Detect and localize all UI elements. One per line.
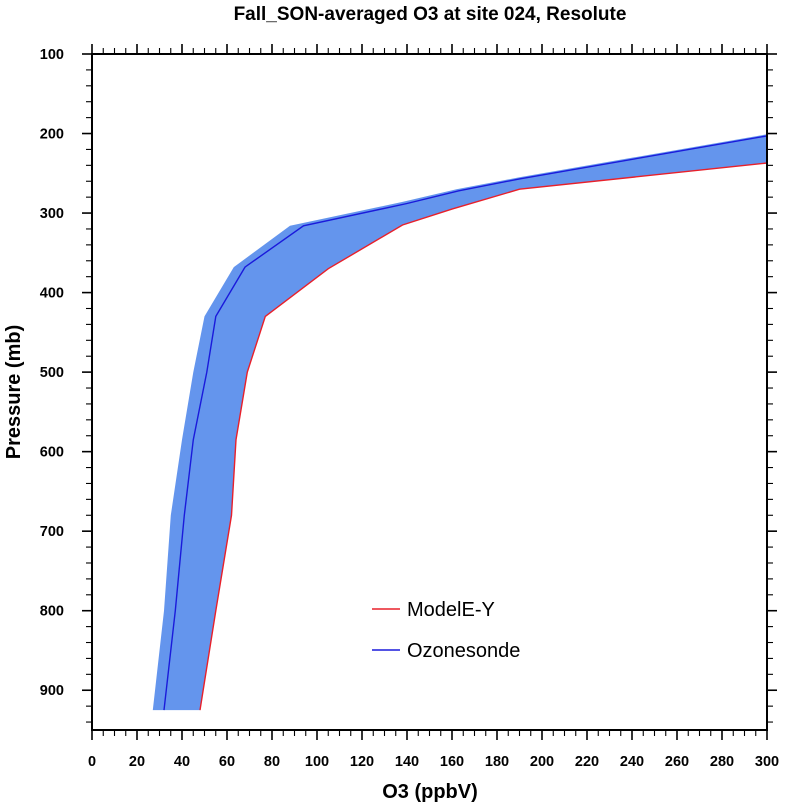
y-tick-label: 200 (40, 127, 64, 143)
x-tick-label: 200 (530, 754, 554, 770)
uncertainty-band (152, 134, 768, 711)
x-axis-label: O3 (ppbV) (382, 781, 478, 803)
x-tick-label: 260 (665, 754, 689, 770)
x-tick-label: 240 (620, 754, 644, 770)
legend: ModelE-Y Ozonesonde (372, 599, 520, 662)
x-axis: 0 20 40 60 80 100 120 140 160 180 200 220 240 260 280 3… (88, 44, 779, 770)
legend-label-modele-y: ModelE-Y (407, 599, 495, 621)
series-line-ozonesonde (163, 135, 768, 711)
x-tick-label: 220 (575, 754, 599, 770)
y-tick-label: 400 (40, 286, 64, 302)
x-tick-label: 280 (710, 754, 734, 770)
y-axis: 100 200 300 400 500 600 700 800 900 (40, 47, 777, 723)
x-tick-label: 160 (440, 754, 464, 770)
x-tick-label: 120 (350, 754, 374, 770)
y-tick-label: 700 (40, 524, 64, 540)
chart-title: Fall_SON-averaged O3 at site 024, Resolu… (234, 4, 627, 25)
series-line-modele-y (199, 162, 768, 711)
x-tick-label: 180 (485, 754, 509, 770)
x-tick-label: 80 (264, 754, 280, 770)
y-tick-label: 500 (40, 365, 64, 381)
plot-area (91, 53, 768, 731)
y-tick-label: 900 (40, 683, 64, 699)
y-tick-label: 100 (40, 47, 64, 63)
x-tick-label: 100 (305, 754, 329, 770)
legend-label-ozonesonde: Ozonesonde (407, 640, 520, 662)
y-axis-label: Pressure (mb) (3, 325, 25, 460)
x-tick-label: 0 (88, 754, 96, 770)
x-tick-label: 40 (174, 754, 190, 770)
x-tick-label: 60 (219, 754, 235, 770)
y-tick-label: 800 (40, 604, 64, 620)
x-tick-label: 140 (395, 754, 419, 770)
y-tick-label: 600 (40, 445, 64, 461)
x-tick-label: 20 (129, 754, 145, 770)
x-tick-label: 300 (755, 754, 779, 770)
y-tick-label: 300 (40, 206, 64, 222)
